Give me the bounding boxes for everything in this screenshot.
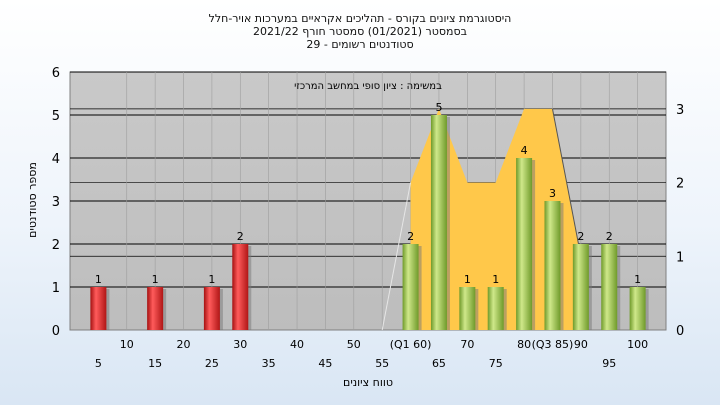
y2-tick-label: 3 (676, 103, 684, 118)
x-tick-label-upper: 10 (120, 338, 134, 351)
x-tick-label-upper: 50 (347, 338, 361, 351)
bar-5 (90, 287, 107, 330)
x-tick-label-lower: 35 (262, 357, 276, 370)
bar-label-60: 2 (407, 230, 414, 243)
bar-label-65: 5 (435, 101, 442, 114)
y2-tick-label: 2 (676, 177, 684, 192)
bar-25 (203, 287, 220, 330)
bar-label-90: 2 (577, 230, 584, 243)
area-lead-out-line (551, 108, 582, 257)
chart-title-line1: היסטוגרמת ציונים בקורס - תהליכים אקראיים… (209, 12, 512, 25)
x-tick-label-upper: (Q1 60) (390, 338, 432, 351)
x-tick-label-lower: 65 (432, 357, 446, 370)
bar-90 (572, 244, 589, 330)
x-tick-label-upper: (Q3 85) (532, 338, 574, 351)
x-tick-label-lower: 25 (205, 357, 219, 370)
y-tick-label: 2 (52, 238, 60, 253)
bar-label-15: 1 (152, 273, 159, 286)
x-tick-label-lower: 5 (95, 357, 102, 370)
bar-15 (147, 287, 164, 330)
bar-label-95: 2 (606, 230, 613, 243)
bar-label-5: 1 (95, 273, 102, 286)
y2-tick-label: 0 (676, 324, 684, 339)
x-axis-label: טווח ציונים (343, 376, 393, 389)
y-tick-label: 6 (52, 66, 60, 81)
bar-80 (516, 158, 533, 330)
x-tick-label-upper: 40 (290, 338, 304, 351)
bar-label-75: 1 (492, 273, 499, 286)
chart-title-line3: סטודנטים רשומים - 29 (306, 38, 413, 51)
y-tick-label: 0 (52, 324, 60, 339)
bar-30 (232, 244, 249, 330)
bar-label-70: 1 (464, 273, 471, 286)
y-tick-label: 4 (52, 152, 60, 167)
x-tick-label-lower: 45 (318, 357, 332, 370)
y-tick-label: 1 (52, 281, 60, 296)
x-tick-label-upper: 80 (517, 338, 531, 351)
bar-70 (459, 287, 476, 330)
bar-label-80: 4 (521, 144, 528, 157)
bar-label-100: 1 (634, 273, 641, 286)
x-tick-label-upper: 30 (233, 338, 247, 351)
y-tick-label: 5 (52, 109, 60, 124)
chart-annotation: במשימה : ציון סופי במחשב המרכזי (294, 81, 442, 92)
y-axis-label: מספר סטודנטים (26, 162, 39, 238)
x-tick-label-lower: 75 (489, 357, 503, 370)
x-tick-label-lower: 95 (602, 357, 616, 370)
bar-100 (629, 287, 646, 330)
chart-title-line2: בסמסטר (01/2021) סמסטר חורף 2021/22 (253, 25, 467, 38)
bars-layer (90, 115, 649, 330)
area-layer (381, 108, 582, 331)
x-tick-label-upper: 100 (627, 338, 648, 351)
y2-tick-label: 1 (676, 250, 684, 265)
bar-label-30: 2 (237, 230, 244, 243)
area-lead-in-line (381, 182, 412, 331)
y-tick-label: 3 (52, 195, 60, 210)
x-tick-label-upper: 90 (574, 338, 588, 351)
bar-85 (544, 201, 561, 330)
bar-65 (430, 115, 447, 330)
area-shape (410, 108, 581, 330)
x-tick-label-lower: 15 (148, 357, 162, 370)
bar-95 (601, 244, 618, 330)
bar-label-25: 1 (208, 273, 215, 286)
data-labels-layer: 1 1 1 2 2 5 1 1 4 3 2 2 1 (95, 101, 641, 286)
bar-75 (487, 287, 504, 330)
x-tick-label-upper: 70 (460, 338, 474, 351)
x-tick-label-upper: 20 (177, 338, 191, 351)
x-tick-label-lower: 55 (375, 357, 389, 370)
bar-60 (402, 244, 419, 330)
bar-label-85: 3 (549, 187, 556, 200)
